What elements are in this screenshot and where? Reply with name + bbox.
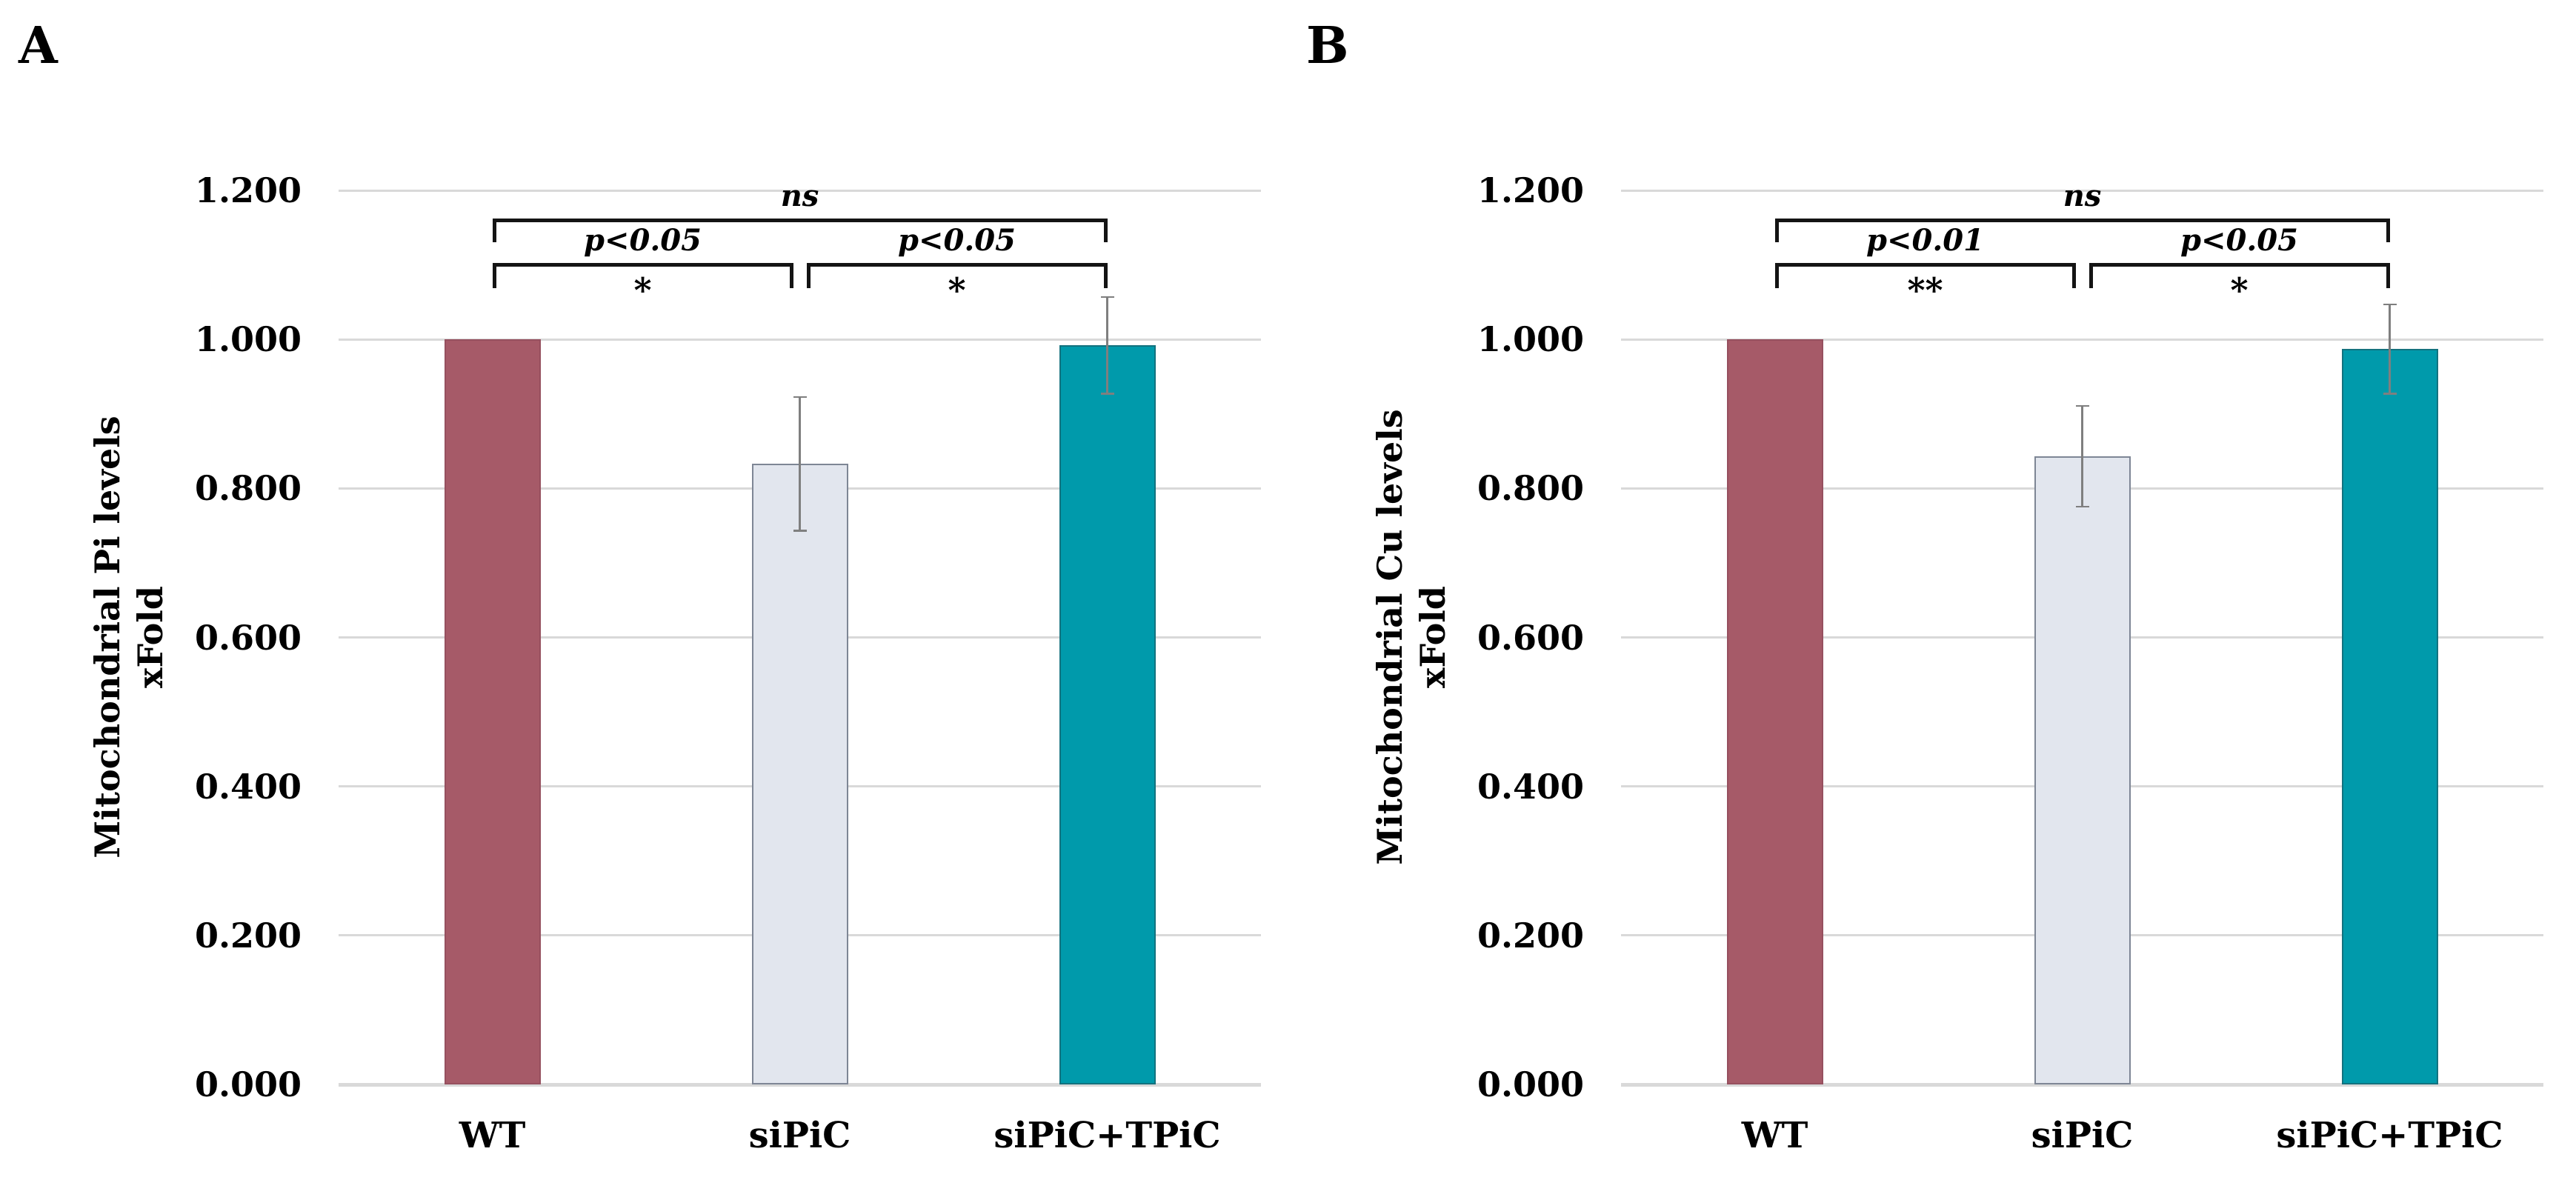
panel-a-y-tick-label: 0.600 [194, 617, 302, 658]
panel-a-bar-sipic [751, 464, 848, 1084]
panel-a-sig-stars: * [948, 270, 966, 310]
panel-a-error-bar-cap-top [793, 396, 807, 399]
panel-b-y-tick-label: 0.200 [1477, 915, 1584, 956]
panel-a-letter: A [19, 16, 58, 76]
panel-a-y-tick-label: 0.000 [194, 1064, 302, 1104]
panel-b-error-bar-cap-bottom [2383, 393, 2397, 395]
panel-b-letter: B [1306, 16, 1349, 76]
panel-a-sig-bracket-tick-right [1103, 264, 1108, 288]
panel-b-y-tick-label: 0.800 [1477, 468, 1584, 509]
panel-a-sig-stars: * [633, 270, 652, 310]
panel-a-x-axis-baseline [339, 1082, 1261, 1087]
panel-b-error-bar-cap-top [2075, 404, 2089, 407]
panel-a-sig-bracket-line [492, 262, 793, 267]
panel-b-y-tick-label: 0.400 [1477, 766, 1584, 807]
panel-b-y-tick-label: 0.600 [1477, 617, 1584, 658]
panel-a-sig-bracket-line [806, 262, 1108, 267]
panel-a-sig-label: ns [780, 179, 819, 213]
panel-b-error-bar-cap-bottom [2075, 505, 2089, 508]
panel-b-sig-label: p<0.01 [1866, 223, 1984, 258]
panel-a-error-bar [799, 396, 801, 531]
panel-a-y-tick-label: 0.400 [194, 766, 302, 807]
panel-b-y-axis-title-line1: Mitochondrial Cu levels [1370, 409, 1410, 865]
panel-b-sig-bracket-line [1774, 262, 2076, 267]
panel-b-sig-bracket-tick-left [1774, 220, 1779, 242]
panel-b-sig-stars: * [2230, 270, 2249, 310]
panel-b-gridline [1621, 338, 2543, 341]
panel-b-bar-sipic+tpic [2341, 349, 2438, 1084]
panel-a-sig-bracket-tick-left [492, 220, 496, 242]
panel-a-gridline [339, 338, 1261, 341]
panel-a-sig-label: p<0.05 [584, 223, 702, 258]
panel-a-y-tick-label: 0.200 [194, 915, 302, 956]
panel-b-error-bar [2389, 304, 2391, 394]
panel-b-sig-bracket-line [1774, 218, 2390, 222]
panel-b-bar-sipic [2034, 456, 2131, 1084]
panel-a-y-axis-title-line1: Mitochondrial Pi levels [87, 416, 127, 859]
panel-a-sig-bracket-tick-left [806, 264, 811, 288]
panel-b-sig-bracket-tick-left [1774, 264, 1779, 288]
panel-b-bar-wt [1726, 339, 1823, 1084]
panel-a-y-tick-label: 0.800 [194, 468, 302, 509]
panel-a-gridline [339, 189, 1261, 192]
panel-a-x-category-label: siPiC+TPiC [994, 1115, 1221, 1156]
panel-b-sig-label: p<0.05 [2180, 223, 2298, 258]
panel-b-y-tick-label: 0.000 [1477, 1064, 1584, 1104]
panel-b-gridline [1621, 189, 2543, 192]
panel-a-bar-wt [444, 339, 541, 1084]
panel-b-error-bar [2081, 405, 2083, 507]
panel-a-bar-sipic+tpic [1059, 345, 1156, 1084]
panel-b-x-category-label: WT [1741, 1115, 1808, 1156]
panel-b-y-tick-label: 1.200 [1477, 170, 1584, 210]
panel-a-sig-label: p<0.05 [898, 223, 1016, 258]
panel-a-y-tick-label: 1.000 [194, 319, 302, 360]
panel-a-x-category-label: WT [459, 1115, 526, 1156]
panel-a-sig-bracket-tick-left [492, 264, 496, 288]
panel-a-x-category-label: siPiC [748, 1115, 851, 1156]
panel-b-error-bar-cap-top [2383, 303, 2397, 306]
panel-a-y-tick-label: 1.200 [194, 170, 302, 210]
panel-b-y-tick-label: 1.000 [1477, 319, 1584, 360]
panel-b-sig-bracket-tick-right [2386, 220, 2390, 242]
panel-b-x-axis-baseline [1621, 1082, 2543, 1087]
panel-b-sig-bracket-tick-right [2386, 264, 2390, 288]
panel-b-sig-label: ns [2063, 179, 2102, 213]
panel-a-sig-bracket-tick-right [789, 264, 793, 288]
panel-a-sig-bracket-line [492, 218, 1108, 222]
panel-b-sig-bracket-line [2089, 262, 2390, 267]
panel-a-sig-bracket-tick-right [1103, 220, 1108, 242]
panel-b-sig-bracket-tick-left [2089, 264, 2093, 288]
panel-a-error-bar-cap-bottom [793, 530, 807, 532]
panel-a-error-bar-cap-top [1100, 296, 1114, 299]
panel-b-sig-bracket-tick-right [2071, 264, 2076, 288]
panel-b-x-category-label: siPiC+TPiC [2276, 1115, 2503, 1156]
panel-a-error-bar-cap-bottom [1100, 393, 1114, 395]
panel-b-sig-stars: ** [1907, 270, 1943, 310]
panel-a-error-bar [1106, 296, 1108, 394]
panel-b-x-category-label: siPiC [2031, 1115, 2134, 1156]
